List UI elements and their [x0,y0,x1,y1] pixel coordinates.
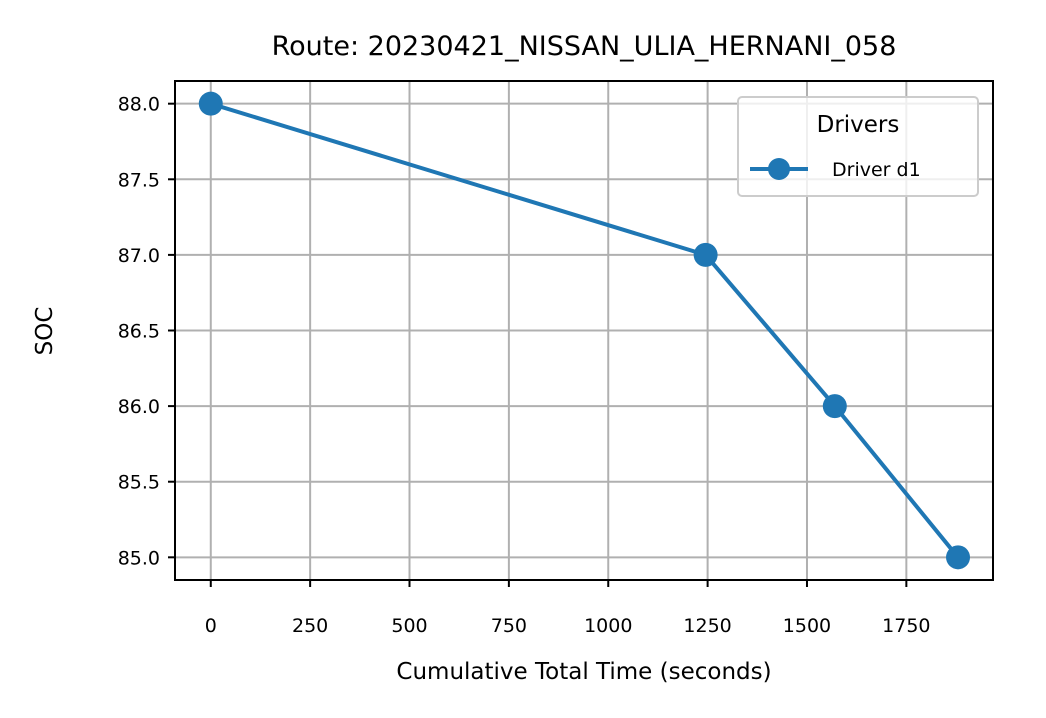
chart-title: Route: 20230421_NISSAN_ULIA_HERNANI_058 [272,31,897,62]
data-point [198,91,223,116]
x-tick-label: 1250 [683,615,731,637]
data-point [946,545,971,570]
x-axis-label: Cumulative Total Time (seconds) [396,659,771,685]
ticks: 0 250 500 750 1000 1250 1500 1750 85.0 85.5 86.0 86… [118,94,931,637]
legend-marker [768,158,790,180]
legend: Drivers Driver d1 [737,96,979,197]
legend-box [737,96,979,197]
x-tick-label: 750 [491,615,527,637]
y-tick-label: 86.0 [118,396,160,418]
x-tick-label: 250 [292,615,328,637]
legend-label: Driver d1 [832,159,921,181]
legend-title: Drivers [817,112,900,138]
y-tick-label: 88.0 [118,94,160,116]
y-tick-label: 85.0 [118,547,160,569]
y-tick-label: 86.5 [118,321,160,343]
y-tick-label: 85.5 [118,472,160,494]
x-tick-label: 1750 [882,615,930,637]
series [198,91,971,570]
x-tick-label: 500 [391,615,427,637]
axes-frame [174,80,994,581]
x-tick-label: 0 [205,615,217,637]
y-axis-label: SOC [32,307,58,356]
data-point [822,394,847,419]
series-line [210,101,960,559]
y-tick-label: 87.5 [118,169,160,191]
data-point [693,242,718,267]
x-tick-label: 1000 [584,615,632,637]
x-tick-label: 1500 [783,615,831,637]
y-tick-label: 87.0 [118,245,160,267]
